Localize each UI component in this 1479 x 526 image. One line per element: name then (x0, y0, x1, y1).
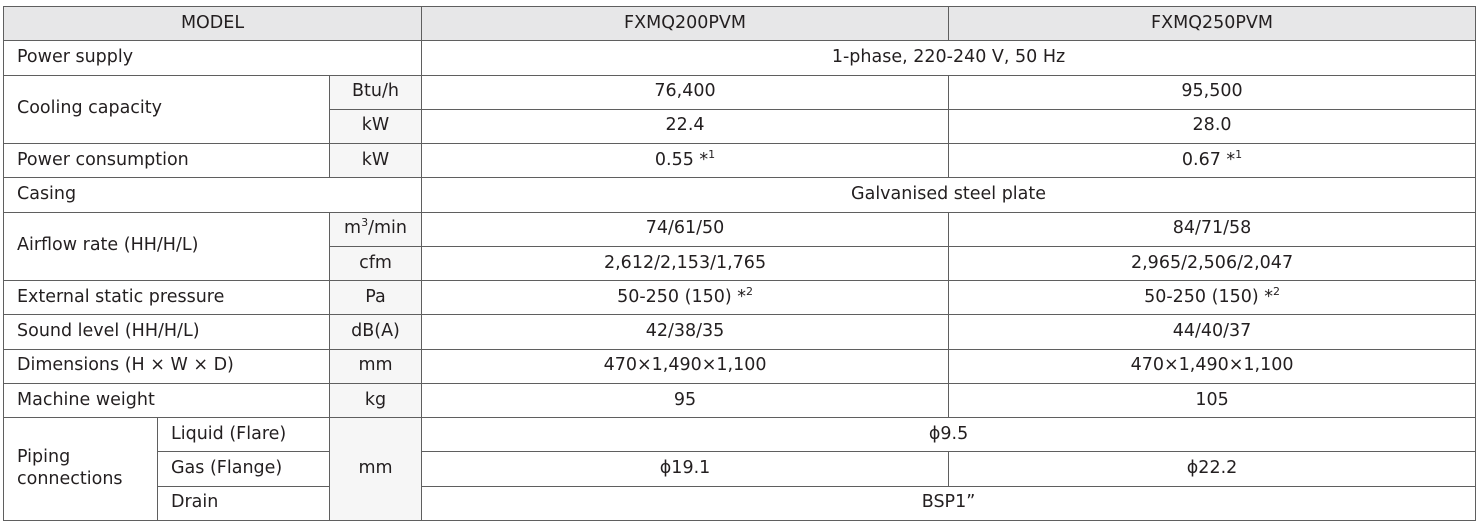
piping-label: Piping connections (3, 417, 158, 521)
power-consumption-text-1: 0.55 * (654, 149, 709, 170)
airflow-unit-m: m (344, 218, 362, 239)
power-consumption-unit: kW (328, 143, 423, 179)
footnote-1-mark: 1 (1235, 147, 1243, 161)
airflow-cfm-row: cfm 2,612/2,153/1,765 2,965/2,506/2,047 (4, 245, 1477, 282)
casing-label: Casing (2, 177, 423, 213)
piping-drain-label: Drain (157, 485, 330, 522)
airflow-cfm-value-1: 2,612/2,153/1,765 (421, 245, 950, 282)
esp-text-1: 50-250 (150) * (617, 286, 746, 307)
esp-text-2: 50-250 (150) * (1144, 286, 1273, 307)
power-supply-label: Power supply (2, 40, 423, 76)
airflow-cfm-value-2: 2,965/2,506/2,047 (948, 245, 1477, 282)
dimensions-row: Dimensions (H × W × D) mm 470×1,490×1,10… (3, 348, 1477, 384)
sound-value-1: 42/38/35 (421, 314, 950, 350)
airflow-unit-tail: /min (368, 218, 407, 239)
piping-label-line1: Piping (17, 447, 71, 468)
dimensions-value-2: 470×1,490×1,100 (948, 348, 1477, 384)
airflow-m3-row: Airflow rate (HH/H/L) m3/min 74/61/50 84… (3, 211, 1477, 282)
airflow-unit-sup: 3 (361, 216, 369, 230)
piping-gas-value-2: ϕ22.2 (948, 451, 1477, 487)
dimensions-unit: mm (328, 348, 423, 384)
airflow-m3-unit: m3/min (328, 211, 423, 247)
weight-label: Machine weight (3, 382, 330, 419)
piping-drain-row: Drain BSP1” (4, 485, 1477, 522)
power-supply-value: 1-phase, 220-240 V, 50 Hz (421, 40, 1477, 76)
airflow-m3-value-2: 84/71/58 (948, 211, 1477, 247)
piping-liquid-row: Piping connections Liquid (Flare) mm ϕ9.… (3, 417, 1477, 521)
header-row: MODEL FXMQ200PVM FXMQ250PVM (2, 5, 1477, 42)
piping-liquid-value: ϕ9.5 (421, 417, 1477, 453)
cooling-kw-unit: kW (328, 108, 423, 145)
model-header: MODEL (2, 5, 423, 42)
piping-gas-label: Gas (Flange) (157, 451, 330, 487)
model-2-header: FXMQ250PVM (948, 5, 1477, 42)
casing-value: Galvanised steel plate (421, 177, 1477, 213)
piping-label-line2: connections (17, 469, 123, 490)
power-supply-row: Power supply 1-phase, 220-240 V, 50 Hz (2, 40, 1477, 76)
piping-drain-value: BSP1” (421, 485, 1477, 522)
footnote-2-mark: 2 (1272, 284, 1280, 298)
piping-gas-row: Gas (Flange) ϕ19.1 ϕ22.2 (4, 451, 1477, 487)
esp-value-2: 50-250 (150) *2 (948, 280, 1477, 316)
dimensions-label: Dimensions (H × W × D) (3, 348, 330, 384)
footnote-1-mark: 1 (708, 147, 716, 161)
airflow-label: Airflow rate (HH/H/L) (3, 211, 330, 282)
esp-unit: Pa (328, 280, 423, 316)
cooling-btu-row: Cooling capacity Btu/h 76,400 95,500 (3, 74, 1477, 145)
power-consumption-value-2: 0.67 *1 (948, 143, 1477, 179)
cooling-btu-unit: Btu/h (328, 74, 423, 110)
sound-label: Sound level (HH/H/L) (3, 314, 330, 350)
power-consumption-text-2: 0.67 * (1181, 149, 1236, 170)
piping-liquid-label: Liquid (Flare) (157, 417, 330, 453)
cooling-kw-row: kW 22.4 28.0 (4, 108, 1477, 145)
power-consumption-label: Power consumption (3, 143, 330, 179)
cooling-kw-value-1: 22.4 (421, 108, 950, 145)
sound-row: Sound level (HH/H/L) dB(A) 42/38/35 44/4… (3, 314, 1477, 350)
weight-value-2: 105 (948, 382, 1477, 419)
power-consumption-value-1: 0.55 *1 (421, 143, 950, 179)
airflow-cfm-unit: cfm (328, 245, 423, 282)
casing-row: Casing Galvanised steel plate (2, 177, 1477, 213)
piping-gas-value-1: ϕ19.1 (421, 451, 950, 487)
cooling-btu-value-2: 95,500 (948, 74, 1477, 110)
airflow-m3-value-1: 74/61/50 (421, 211, 950, 247)
spec-table: MODEL FXMQ200PVM FXMQ250PVM Power supply… (2, 5, 1477, 522)
esp-value-1: 50-250 (150) *2 (421, 280, 950, 316)
cooling-btu-value-1: 76,400 (421, 74, 950, 110)
model-1-header: FXMQ200PVM (421, 5, 950, 42)
esp-label: External static pressure (3, 280, 330, 316)
piping-unit: mm (328, 417, 423, 521)
weight-value-1: 95 (421, 382, 950, 419)
sound-value-2: 44/40/37 (948, 314, 1477, 350)
weight-unit: kg (328, 382, 423, 419)
dimensions-value-1: 470×1,490×1,100 (421, 348, 950, 384)
cooling-capacity-label: Cooling capacity (3, 74, 330, 145)
weight-row: Machine weight kg 95 105 (3, 382, 1477, 419)
esp-row: External static pressure Pa 50-250 (150)… (3, 280, 1477, 316)
power-consumption-row: Power consumption kW 0.55 *1 0.67 *1 (3, 143, 1477, 179)
cooling-kw-value-2: 28.0 (948, 108, 1477, 145)
sound-unit: dB(A) (328, 314, 423, 350)
footnote-2-mark: 2 (745, 284, 753, 298)
